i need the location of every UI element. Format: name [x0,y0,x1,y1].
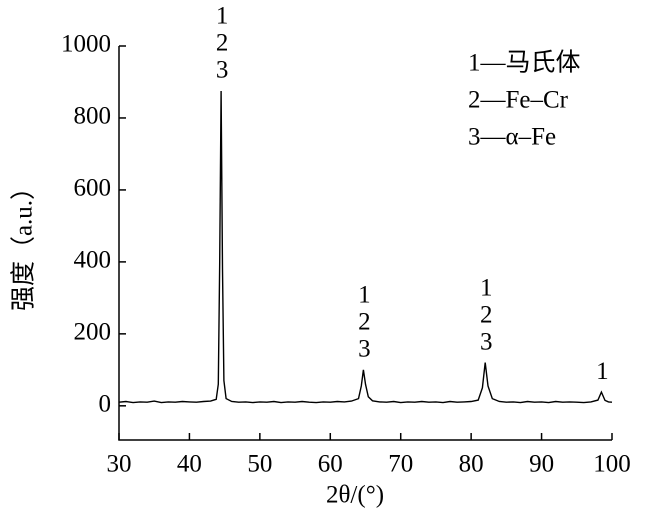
y-tick-label: 400 [74,247,112,274]
y-tick-label: 1000 [61,31,111,58]
peak-label: 1 [358,282,371,309]
line [118,90,613,404]
x-tick-label: 40 [177,451,202,478]
x-tick-label: 90 [529,451,554,478]
peak-label: 3 [358,336,371,363]
x-tick-label: 70 [388,451,413,478]
peak-label: 1 [480,274,493,301]
peak-label: 2 [216,30,229,57]
y-axis-label: 强度（a.u.） [10,175,38,311]
x-tick-label: 60 [318,451,343,478]
x-tick-label: 50 [247,451,272,478]
legend-text: 1—马氏体 [468,49,581,77]
legend-text: 3—α–Fe [468,124,556,151]
x-tick-label: 80 [459,451,484,478]
y-tick-label: 200 [74,319,112,346]
peak-label: 1 [216,3,229,30]
x-tick-label: 100 [593,451,631,478]
x-axis-label: 2θ/(°) [326,482,384,509]
y-tick-label: 800 [74,103,112,130]
peak-label: 2 [358,309,371,336]
peak-label: 3 [480,328,493,355]
peak-label: 3 [216,57,229,84]
y-tick-label: 600 [74,175,112,202]
x-tick-label: 30 [107,451,132,478]
peak-label: 2 [480,301,493,328]
peak-label: 1 [596,358,609,385]
y-tick-label: 0 [99,391,112,418]
legend-text: 2—Fe–Cr [468,87,569,114]
